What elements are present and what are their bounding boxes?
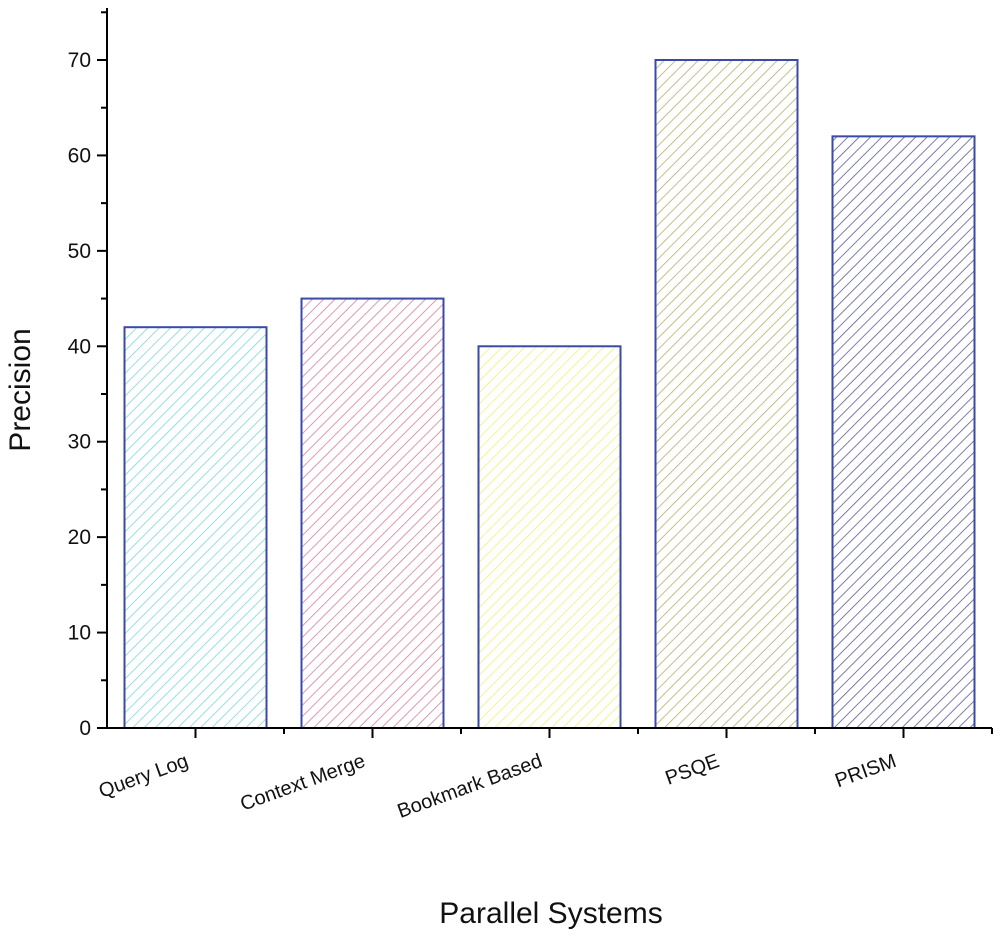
bar-query-log xyxy=(123,326,268,729)
y-tick-label: 10 xyxy=(68,622,91,645)
bar-prism xyxy=(831,135,976,730)
y-tick-label: 50 xyxy=(68,240,91,263)
y-tick-label: 0 xyxy=(79,717,91,740)
x-tick-label: Query Log xyxy=(96,750,191,803)
y-tick-label: 30 xyxy=(68,431,91,454)
x-ticks-group: Query Log Context Merge Bookmark Based PSQE… xyxy=(96,728,993,823)
y-tick-label: 20 xyxy=(68,526,91,549)
y-tick-label: 40 xyxy=(68,335,91,358)
x-tick-label: Context Merge xyxy=(237,750,368,816)
y-tick-label: 60 xyxy=(68,144,91,167)
x-tick-label: Bookmark Based xyxy=(395,750,546,823)
x-tick-label: PSQE xyxy=(662,750,722,790)
y-axis-title: Precision xyxy=(4,328,37,451)
bar-context-merge xyxy=(300,297,445,729)
y-tick-label: 70 xyxy=(68,49,91,72)
x-axis-title: Parallel Systems xyxy=(439,897,662,930)
y-ticks-group: 0 10 20 30 40 50 60 70 xyxy=(68,11,107,740)
bar-psqe xyxy=(654,59,799,729)
x-tick-label: PRISM xyxy=(832,750,899,792)
bar-bookmark-based xyxy=(477,345,622,729)
bars-group xyxy=(123,59,976,730)
